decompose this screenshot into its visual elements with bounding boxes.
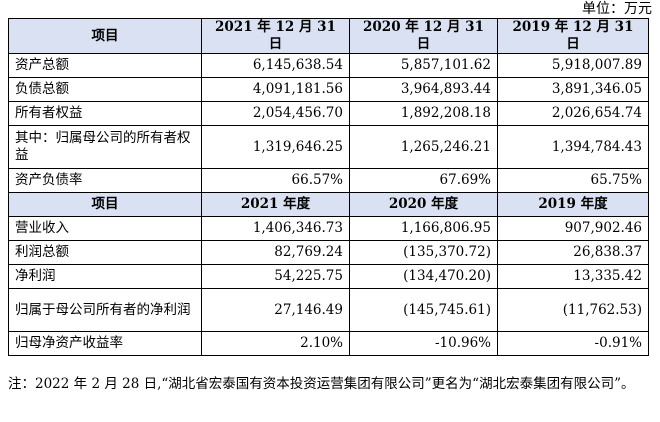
row-label: 其中：归属母公司的所有者权益	[8, 125, 202, 169]
balance-header-row: 项目 2021 年 12 月 31 日 2020 年 12 月 31 日 201…	[8, 18, 649, 54]
header-2020: 2020 年 12 月 31 日	[349, 18, 498, 54]
cell-2020: (145,745.61)	[349, 288, 498, 332]
row-label: 负债总额	[8, 77, 202, 102]
table-row: 归母净资产收益率 2.10% -10.96% -0.91%	[8, 331, 649, 356]
cell-2021: 54,225.75	[201, 264, 350, 289]
row-label: 所有者权益	[8, 101, 202, 126]
cell-2021: 6,145,638.54	[201, 53, 350, 78]
cell-2020: (134,470.20)	[349, 264, 498, 289]
row-label: 归母净资产收益率	[8, 331, 202, 356]
cell-2021: 1,319,646.25	[201, 125, 350, 169]
cell-2021: 27,146.49	[201, 288, 350, 332]
cell-2021: 4,091,181.56	[201, 77, 350, 102]
cell-2019: 2,026,654.74	[497, 101, 649, 126]
cell-2020: 1,265,246.21	[349, 125, 498, 169]
cell-2020: -10.96%	[349, 331, 498, 356]
cell-2020: 3,964,893.44	[349, 77, 498, 102]
header-2020: 2020 年度	[349, 192, 498, 217]
table-row: 资产总额 6,145,638.54 5,857,101.62 5,918,007…	[8, 53, 649, 78]
cell-2019: 5,918,007.89	[497, 53, 649, 78]
table-row: 净利润 54,225.75 (134,470.20) 13,335.42	[8, 264, 649, 289]
header-2019: 2019 年度	[497, 192, 649, 217]
cell-2019: 65.75%	[497, 168, 649, 193]
header-2021: 2021 年度	[201, 192, 350, 217]
row-label: 资产总额	[8, 53, 202, 78]
table-row: 负债总额 4,091,181.56 3,964,893.44 3,891,346…	[8, 77, 649, 102]
cell-2019: 13,335.42	[497, 264, 649, 289]
cell-2021: 1,406,346.73	[201, 216, 350, 241]
cell-2019: -0.91%	[497, 331, 649, 356]
cell-2019: 1,394,784.43	[497, 125, 649, 169]
cell-2019: 3,891,346.05	[497, 77, 649, 102]
table-row: 利润总额 82,769.24 (135,370.72) 26,838.37	[8, 240, 649, 265]
table-row: 其中：归属母公司的所有者权益 1,319,646.25 1,265,246.21…	[8, 125, 649, 169]
row-label: 利润总额	[8, 240, 202, 265]
cell-2020: 5,857,101.62	[349, 53, 498, 78]
financial-table: 项目 2021 年 12 月 31 日 2020 年 12 月 31 日 201…	[8, 18, 649, 356]
table-row: 营业收入 1,406,346.73 1,166,806.95 907,902.4…	[8, 216, 649, 241]
table-row: 归属于母公司所有者的净利润 27,146.49 (145,745.61) (11…	[8, 288, 649, 332]
cell-2021: 66.57%	[201, 168, 350, 193]
cell-2019: 26,838.37	[497, 240, 649, 265]
cell-2021: 2,054,456.70	[201, 101, 350, 126]
table-row: 资产负债率 66.57% 67.69% 65.75%	[8, 168, 649, 193]
row-label: 归属于母公司所有者的净利润	[8, 288, 202, 332]
cell-2020: 1,892,208.18	[349, 101, 498, 126]
header-item: 项目	[8, 18, 202, 54]
header-item: 项目	[8, 192, 202, 217]
header-2019: 2019 年 12 月 31 日	[497, 18, 649, 54]
cell-2019: (11,762.53)	[497, 288, 649, 332]
footnote: 注：2022 年 2 月 28 日,“湖北省宏泰国有资本投资运营集团有限公司”更…	[8, 376, 635, 392]
row-label: 营业收入	[8, 216, 202, 241]
header-2021: 2021 年 12 月 31 日	[201, 18, 350, 54]
cell-2021: 2.10%	[201, 331, 350, 356]
cell-2020: (135,370.72)	[349, 240, 498, 265]
row-label: 资产负债率	[8, 168, 202, 193]
income-header-row: 项目 2021 年度 2020 年度 2019 年度	[8, 192, 649, 217]
unit-label: 单位：万元	[582, 1, 652, 17]
cell-2020: 1,166,806.95	[349, 216, 498, 241]
row-label: 净利润	[8, 264, 202, 289]
cell-2019: 907,902.46	[497, 216, 649, 241]
table-row: 所有者权益 2,054,456.70 1,892,208.18 2,026,65…	[8, 101, 649, 126]
cell-2020: 67.69%	[349, 168, 498, 193]
cell-2021: 82,769.24	[201, 240, 350, 265]
